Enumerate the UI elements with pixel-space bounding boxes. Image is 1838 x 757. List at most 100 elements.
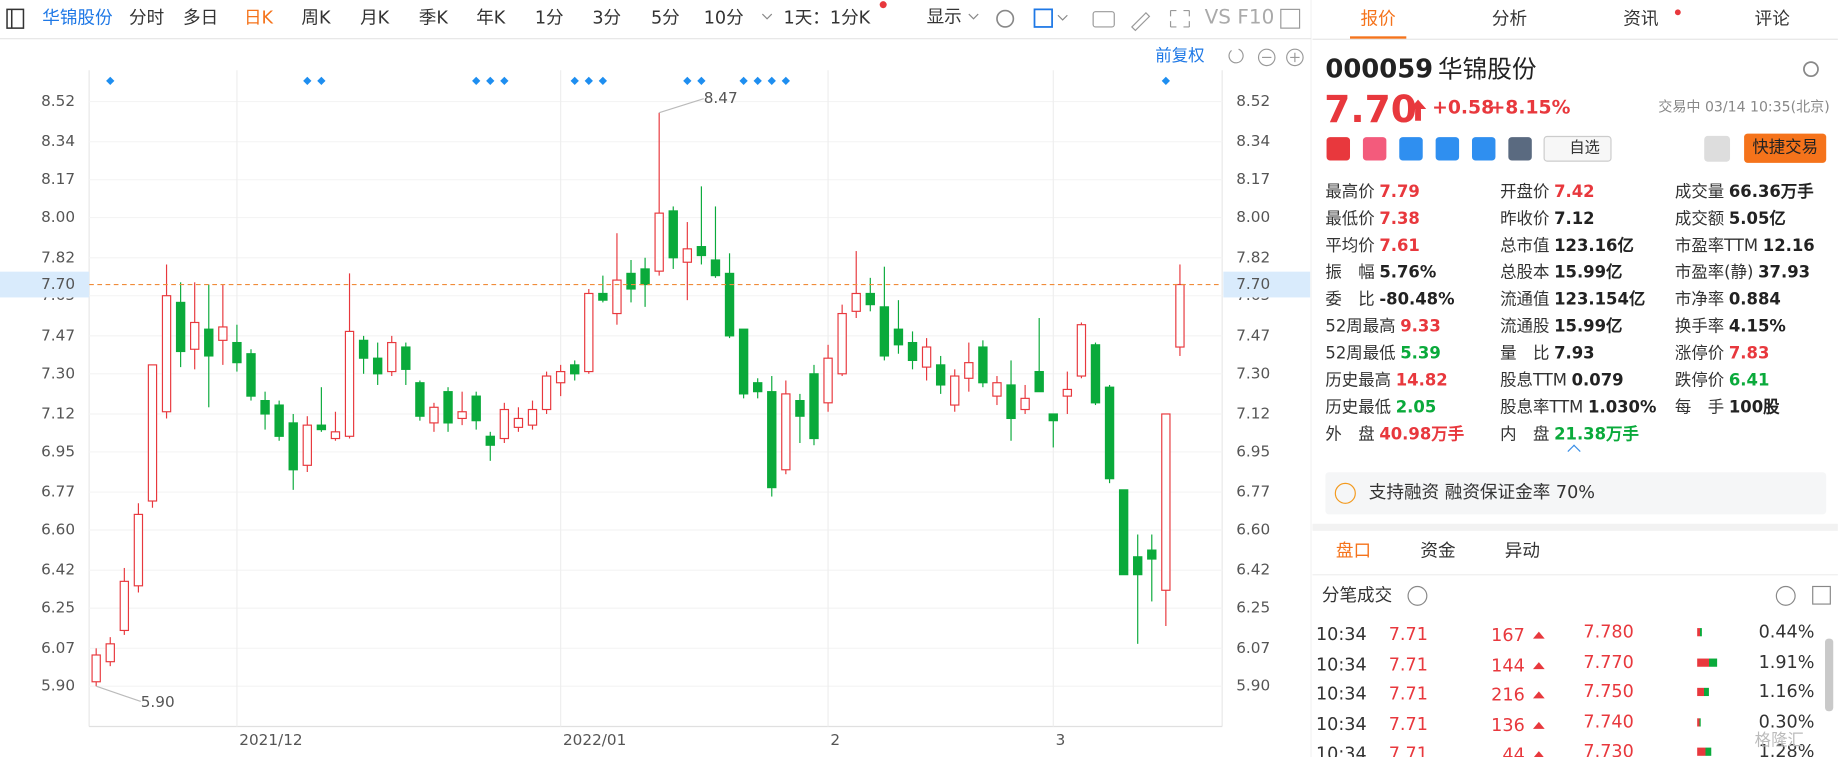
stat-value: 5.39	[1400, 344, 1441, 364]
stat-item: 总股本 15.99亿	[1500, 265, 1622, 281]
more-icon[interactable]	[1775, 585, 1796, 606]
fullscreen-icon[interactable]	[1169, 9, 1190, 28]
candle-body	[950, 375, 960, 406]
camera-icon[interactable]	[1092, 11, 1115, 28]
period-tab[interactable]: 周K	[301, 7, 331, 29]
y-tick-label: 7.47	[1236, 326, 1270, 344]
annotation-leader	[658, 98, 704, 114]
candle-body	[288, 422, 298, 471]
price-change-pct: +8.15%	[1489, 96, 1571, 119]
stat-value: 123.154亿	[1554, 290, 1646, 310]
layout-icon[interactable]	[1812, 585, 1831, 605]
margin-text: 支持融资 融资保证金率 70%	[1368, 481, 1596, 503]
bell-button[interactable]	[1704, 135, 1731, 162]
trade-time: 10:34	[1315, 653, 1367, 675]
undo-icon[interactable]	[1228, 48, 1244, 64]
sub-tab[interactable]: 异动	[1504, 540, 1541, 562]
stat-value: 21.38万手	[1554, 425, 1639, 445]
stat-value: 7.61	[1379, 236, 1420, 256]
candle-body	[218, 326, 228, 341]
candle-body	[640, 268, 650, 286]
panel-tab[interactable]: 报价	[1360, 8, 1396, 30]
period-tab[interactable]: 季K	[418, 7, 448, 29]
chevron[interactable]	[761, 13, 773, 20]
period-tab[interactable]: 年K	[476, 7, 506, 29]
box-icon[interactable]	[1033, 8, 1053, 28]
period-tab[interactable]: 分时	[129, 7, 165, 29]
sub-tab[interactable]: 盘口	[1335, 540, 1372, 562]
panel-tab[interactable]: 资讯	[1623, 8, 1659, 30]
stat-item: 量 比 7.93	[1500, 346, 1594, 362]
period-tab[interactable]: 10分	[703, 7, 744, 29]
feature-icons[interactable]	[1325, 136, 1536, 162]
period-tab[interactable]: 多日	[182, 7, 219, 29]
candle-body	[654, 212, 664, 272]
info-icon[interactable]	[1407, 585, 1428, 606]
display[interactable]: 显示	[926, 5, 962, 27]
chevron[interactable]	[968, 13, 979, 20]
menu-icon[interactable]	[6, 8, 25, 29]
settings-icon[interactable]	[1800, 59, 1821, 80]
scrollbar[interactable]	[1825, 638, 1834, 712]
stat-label: 市净率	[1674, 290, 1725, 310]
event-marker	[598, 76, 608, 85]
collapse-arrow[interactable]	[1567, 444, 1581, 458]
y-tick-label: 6.60	[1236, 521, 1270, 539]
y-tick-label: 7.12	[1236, 404, 1270, 422]
stat-value: 6.41	[1728, 371, 1770, 391]
pen-icon[interactable]	[1131, 12, 1151, 32]
interval[interactable]: 1天：1分K	[783, 7, 871, 29]
candle-body	[823, 357, 833, 404]
sub-tab[interactable]: 资金	[1420, 540, 1456, 562]
stat-item: 内 盘 21.38万手	[1500, 427, 1639, 443]
watch-button[interactable]	[1543, 135, 1612, 162]
stat-item: 开盘价 7.42	[1500, 184, 1594, 200]
panel-icon[interactable]	[1280, 8, 1301, 29]
period-tab[interactable]: 月K	[360, 7, 390, 29]
event-marker	[584, 76, 593, 85]
chevron[interactable]	[1057, 14, 1068, 21]
panel-tab[interactable]: 分析	[1491, 8, 1528, 30]
f10[interactable]: F10	[1237, 5, 1275, 30]
stat-label: 成交量	[1674, 182, 1725, 202]
y-tick-label: 6.95	[41, 442, 75, 460]
zoom-in[interactable]	[1286, 48, 1304, 67]
dist-pct: 1.28%	[1758, 740, 1815, 757]
y-tick-label: 5.90	[1236, 677, 1270, 695]
trade-volume: 144	[1491, 654, 1525, 676]
stock-name[interactable]: 华锦股份	[42, 7, 113, 29]
period-tab[interactable]: 日K	[243, 7, 274, 29]
trade-price: 7.71	[1388, 713, 1428, 735]
stat-item: 昨收价 7.12	[1500, 211, 1594, 227]
adjust[interactable]: 前复权	[1155, 46, 1205, 66]
candle-body	[1133, 556, 1143, 576]
trade-volume: 136	[1491, 714, 1525, 736]
stat-label: 总市值	[1500, 236, 1550, 256]
candle-body	[921, 346, 932, 368]
dist-bar	[1697, 717, 1701, 726]
period-tab[interactable]: 3分	[592, 7, 622, 29]
stat-item: 股息率TTM 1.030%	[1500, 400, 1656, 416]
candle-body	[570, 364, 580, 375]
candle-body	[851, 292, 861, 312]
event-marker	[317, 76, 326, 85]
candle-body	[1090, 344, 1101, 404]
zoom-in	[1290, 52, 1300, 63]
candle-body	[387, 341, 397, 373]
period-tab[interactable]: 5分	[650, 7, 680, 29]
settings-icon[interactable]	[996, 9, 1015, 28]
watch-label[interactable]: 自选	[1569, 139, 1600, 158]
stat-value: 4.15%	[1728, 317, 1786, 337]
compare[interactable]: VS	[1204, 5, 1231, 30]
stat-item: 市盈率TTM 12.16	[1675, 238, 1815, 254]
trade-label[interactable]: 快捷交易	[1752, 138, 1818, 158]
event-marker	[472, 76, 481, 85]
zoom-out[interactable]	[1257, 48, 1276, 67]
event-marker	[781, 76, 790, 85]
y-tick-label: 7.47	[41, 326, 75, 344]
period-tab[interactable]: 1分	[534, 7, 564, 29]
event-marker	[1161, 76, 1171, 85]
candle-body	[527, 408, 538, 426]
trade-button[interactable]	[1744, 133, 1827, 163]
panel-tab[interactable]: 评论	[1754, 8, 1790, 30]
